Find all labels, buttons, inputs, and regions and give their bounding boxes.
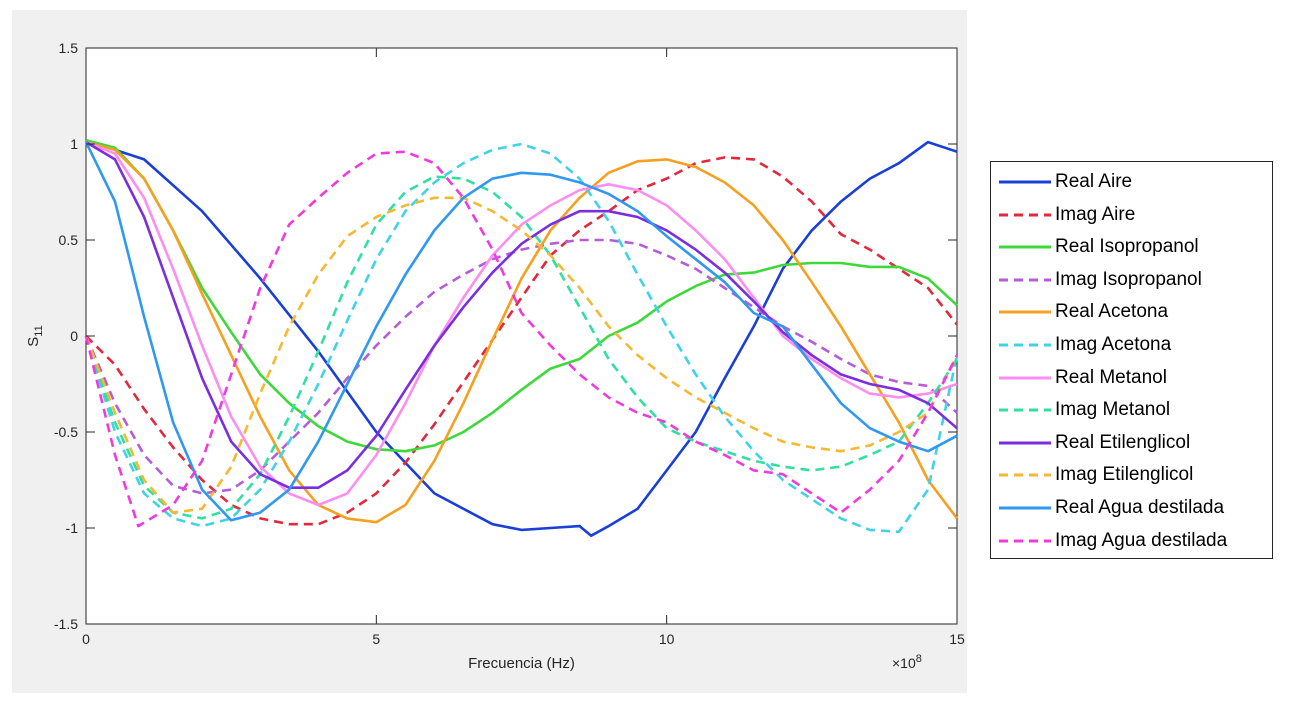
legend-swatch xyxy=(999,408,1051,412)
legend-swatch xyxy=(999,278,1051,282)
legend-swatch xyxy=(999,441,1051,445)
x-axis-label: Frecuencia (Hz) xyxy=(468,655,575,672)
legend-swatch xyxy=(999,539,1051,543)
x-tick-label: 15 xyxy=(949,631,965,647)
legend-swatch xyxy=(999,310,1051,314)
x-tick-label: 5 xyxy=(372,631,380,647)
legend-label: Imag Agua destilada xyxy=(1055,529,1228,551)
series-line-real-acetona xyxy=(85,140,959,524)
legend-item-real-etilenglicol: Real Etilenglicol xyxy=(991,427,1274,460)
tick-layer: 0 5 10 15 -1.5 -1 -0.5 0 0.5 1 1.5 xyxy=(54,40,965,647)
series-line-imag-isopropanol xyxy=(84,238,958,495)
legend: Real Aire Imag Aire Real Isopropanol Imag I… xyxy=(990,161,1273,559)
legend-label: Real Aire xyxy=(1055,171,1133,192)
legend-label: Real Etilenglicol xyxy=(1055,431,1191,453)
x-tick-label: 10 xyxy=(659,631,675,647)
y-tick-label: -0.5 xyxy=(54,424,78,440)
legend-label: Real Isopropanol xyxy=(1055,236,1199,258)
series-line-imag-etilenglicol xyxy=(84,196,959,514)
legend-swatch xyxy=(999,213,1051,217)
x-tick-label: 0 xyxy=(82,631,90,647)
legend-item-imag-aire: Imag Aire xyxy=(991,199,1274,232)
y-axis-label-subscript: 11 xyxy=(33,325,45,336)
legend-swatch xyxy=(999,180,1051,184)
legend-label: Imag Isopropanol xyxy=(1055,268,1202,290)
legend-item-imag-acetona: Imag Acetona xyxy=(991,329,1274,362)
series-line-imag-metanol xyxy=(84,175,959,520)
legend-item-imag-agua-destilada: Imag Agua destilada xyxy=(991,525,1274,558)
legend-item-imag-metanol: Imag Metanol xyxy=(991,394,1274,427)
y-tick-label: 0 xyxy=(70,328,78,344)
series-line-real-agua-destilada xyxy=(84,141,958,522)
legend-label: Imag Aire xyxy=(1055,203,1136,225)
series-line-real-etilenglicol xyxy=(85,140,958,490)
series-line-imag-aire xyxy=(85,156,959,526)
x-axis-exponent: ×108 xyxy=(892,653,922,671)
legend-label: Imag Metanol xyxy=(1055,399,1171,421)
legend-swatch xyxy=(999,343,1051,347)
legend-label: Real Agua destilada xyxy=(1055,497,1225,518)
legend-item-real-isopropanol: Real Isopropanol xyxy=(991,231,1274,264)
series-line-imag-agua-destilada xyxy=(84,150,959,528)
legend-label: Real Metanol xyxy=(1055,366,1167,388)
plot-area xyxy=(85,47,958,625)
legend-item-real-acetona: Real Acetona xyxy=(991,296,1274,329)
y-axis-label-main: S xyxy=(25,337,42,347)
y-tick-label: 1.5 xyxy=(59,40,79,56)
series-line-real-metanol xyxy=(85,140,958,507)
legend-swatch xyxy=(999,506,1051,510)
legend-swatch xyxy=(999,376,1051,380)
legend-item-imag-isopropanol: Imag Isopropanol xyxy=(991,264,1274,297)
series-line-real-isopropanol xyxy=(85,138,958,453)
y-tick-label: -1.5 xyxy=(54,616,78,632)
x-axis-exponent-power: 8 xyxy=(916,653,922,665)
legend-item-real-metanol: Real Metanol xyxy=(991,362,1274,395)
y-tick-label: 1 xyxy=(70,136,78,152)
legend-label: Imag Acetona xyxy=(1055,334,1172,355)
series-layer xyxy=(84,138,959,538)
y-axis-label: S11 xyxy=(25,325,45,346)
legend-swatch xyxy=(999,473,1051,477)
x-axis-exponent-base: ×10 xyxy=(892,655,916,671)
legend-item-real-agua-destilada: Real Agua destilada xyxy=(991,492,1274,525)
legend-swatch xyxy=(999,245,1051,249)
legend-item-imag-etilenglicol: Imag Etilenglicol xyxy=(991,459,1274,492)
legend-label: Real Acetona xyxy=(1055,301,1169,323)
y-tick-label: -1 xyxy=(66,520,79,536)
legend-label: Imag Etilenglicol xyxy=(1055,464,1194,486)
legend-item-real-aire: Real Aire xyxy=(991,166,1274,199)
y-tick-label: 0.5 xyxy=(59,232,79,248)
